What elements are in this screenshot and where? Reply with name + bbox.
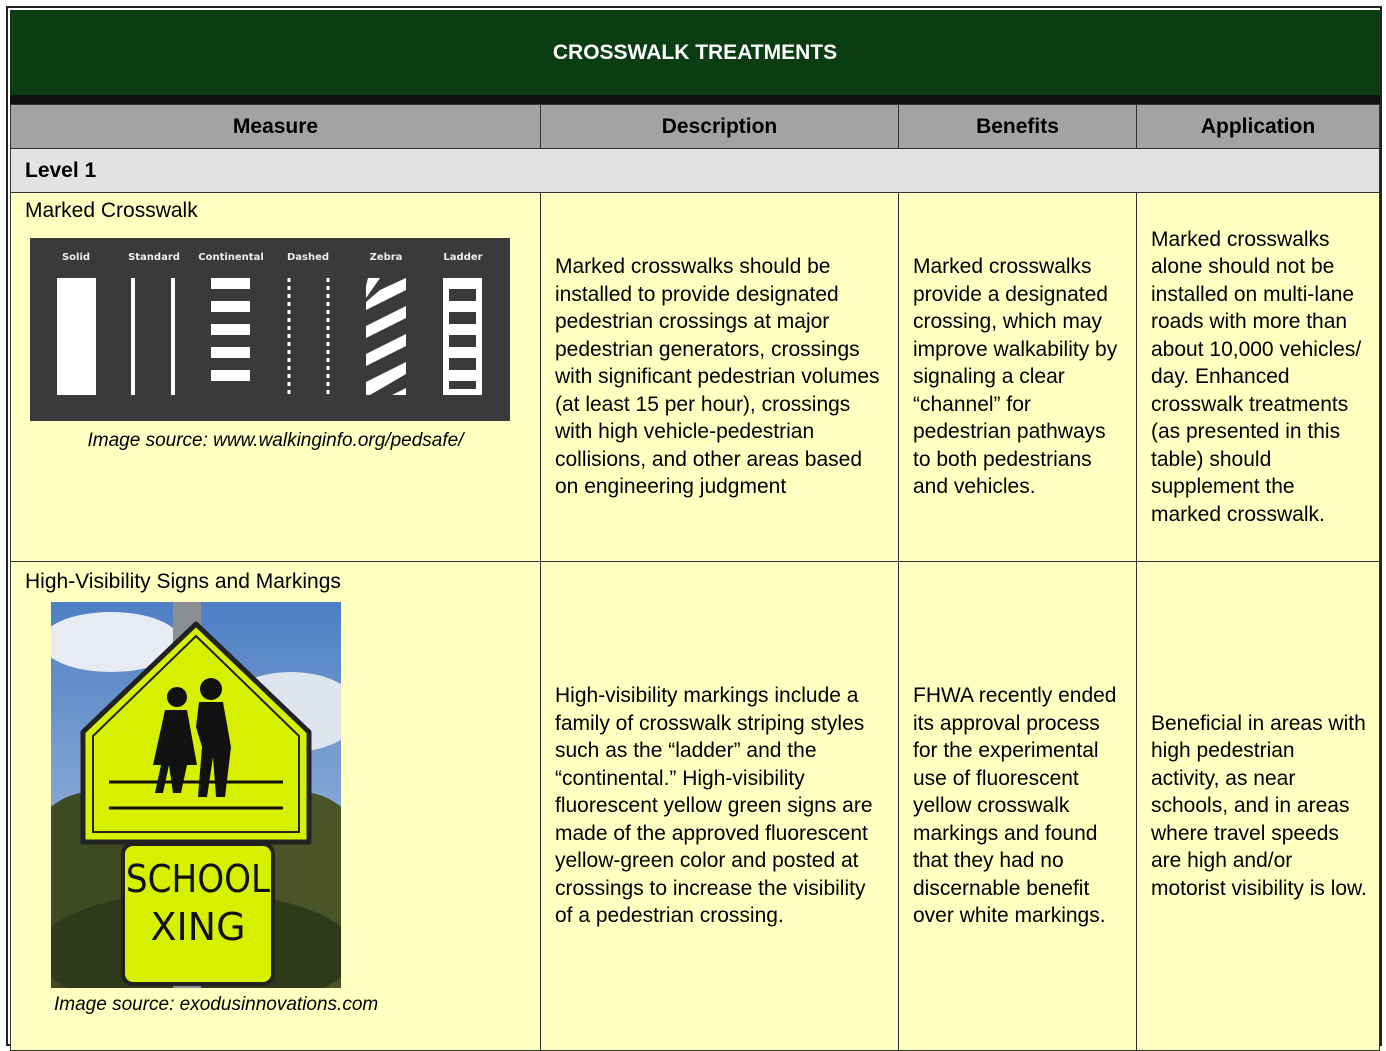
image-source: Image source: exodusinnovations.com <box>54 994 379 1015</box>
benefits: Marked crosswalks provide a designated c… <box>913 255 1118 499</box>
application-cell: Marked crosswalks alone should not be in… <box>1136 192 1380 562</box>
benefits: FHWA recently ended its approval process… <box>913 684 1117 928</box>
sign-text: SCHOOL <box>126 857 270 901</box>
application-cell: Beneficial in areas with high pedestrian… <box>1136 561 1380 1051</box>
header-cell: Description <box>540 104 899 149</box>
section-label: Level 1 <box>25 159 97 182</box>
application: Marked crosswalks alone should not be in… <box>1151 227 1362 526</box>
sign-image: SCHOOL XING <box>51 602 341 988</box>
image-label: Dashed <box>287 252 329 263</box>
measure-cell: Marked Crosswalk Solid Standard Continen… <box>10 192 541 562</box>
measure-cell: High-Visibility Signs and Markings SCHOO… <box>10 561 541 1051</box>
image-label: Zebra <box>370 252 403 263</box>
header-cell: Measure <box>10 104 541 149</box>
sign-text: XING <box>150 905 245 949</box>
header-cell: Application <box>1136 104 1380 149</box>
rule <box>10 95 1380 104</box>
description-cell: High-visibility markings include a famil… <box>540 561 899 1051</box>
measure: Marked Crosswalk <box>25 199 198 222</box>
header-cell: Benefits <box>898 104 1137 149</box>
application: Beneficial in areas with high pedestrian… <box>1151 711 1367 900</box>
image-label: Standard <box>128 252 180 263</box>
title-bar: CROSSWALK TREATMENTS <box>10 10 1380 96</box>
header: Measure <box>232 114 319 138</box>
title: CROSSWALK TREATMENTS <box>552 41 838 64</box>
description: Marked crosswalks should be installed to… <box>555 255 880 499</box>
crosswalk-image: Solid Standard Continental Dashed Zebra … <box>30 238 510 421</box>
image-label: Continental <box>198 252 264 263</box>
measure: High-Visibility Signs and Markings <box>25 570 341 593</box>
header: Description <box>661 114 778 138</box>
image-label: Solid <box>62 252 90 263</box>
description: High-visibility markings include a famil… <box>555 684 873 928</box>
benefits-cell: Marked crosswalks provide a designated c… <box>898 192 1137 562</box>
benefits-cell: FHWA recently ended its approval process… <box>898 561 1137 1051</box>
section-row: Level 1 <box>10 148 1380 193</box>
description-cell: Marked crosswalks should be installed to… <box>540 192 899 562</box>
header: Benefits <box>976 114 1059 138</box>
image-label: Ladder <box>443 252 482 263</box>
header: Application <box>1200 114 1316 138</box>
image-source: Image source: www.walkinginfo.org/pedsaf… <box>87 430 464 451</box>
